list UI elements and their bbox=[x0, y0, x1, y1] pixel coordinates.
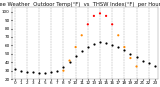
Point bbox=[135, 66, 138, 67]
Point bbox=[129, 57, 132, 59]
Point bbox=[87, 24, 89, 25]
Point bbox=[123, 46, 126, 48]
Point bbox=[93, 15, 95, 17]
Point bbox=[111, 24, 113, 25]
Point bbox=[62, 67, 65, 68]
Point bbox=[38, 73, 40, 74]
Point bbox=[62, 70, 65, 71]
Point bbox=[80, 51, 83, 52]
Point bbox=[74, 56, 77, 57]
Point bbox=[105, 42, 107, 44]
Point bbox=[87, 46, 89, 48]
Point bbox=[56, 70, 59, 71]
Point bbox=[32, 72, 34, 73]
Point bbox=[44, 73, 46, 74]
Point bbox=[99, 13, 101, 14]
Point bbox=[148, 62, 150, 64]
Point bbox=[20, 70, 22, 71]
Point bbox=[26, 71, 28, 72]
Point bbox=[135, 56, 138, 58]
Title: Milwaukee Weather  Outdoor Temp(°F)  vs  THSW Index(°F)  per Hour  (24 Hours): Milwaukee Weather Outdoor Temp(°F) vs TH… bbox=[0, 2, 160, 7]
Point bbox=[117, 35, 120, 36]
Point bbox=[50, 72, 52, 73]
Point bbox=[117, 46, 120, 48]
Point bbox=[68, 62, 71, 63]
Point bbox=[13, 68, 16, 70]
Point bbox=[93, 43, 95, 44]
Point bbox=[99, 41, 101, 43]
Point bbox=[80, 35, 83, 36]
Point bbox=[129, 53, 132, 55]
Point bbox=[141, 60, 144, 61]
Point bbox=[111, 44, 113, 45]
Point bbox=[68, 60, 71, 61]
Point bbox=[154, 65, 156, 66]
Point bbox=[105, 15, 107, 17]
Point bbox=[123, 50, 126, 51]
Point bbox=[74, 46, 77, 48]
